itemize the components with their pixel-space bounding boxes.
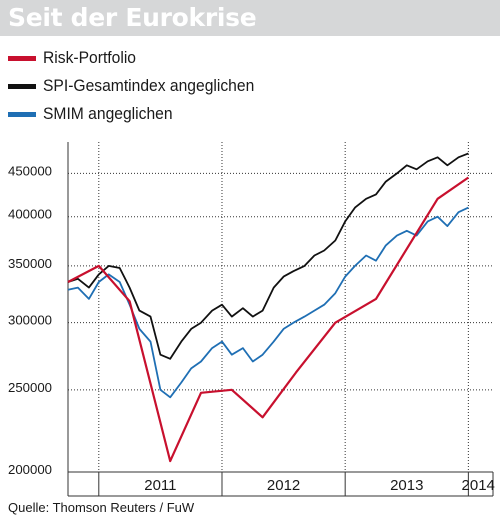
year-label: 2012	[267, 477, 300, 494]
y-tick-label: 350000	[8, 256, 52, 271]
source-note: Quelle: Thomson Reuters / FuW	[8, 500, 195, 515]
legend: Risk-Portfolio SPI-Gesamtindex angeglich…	[8, 46, 273, 130]
line-spi	[67, 152, 469, 360]
legend-label-risk: Risk-Portfolio	[43, 48, 137, 67]
legend-swatch-spi	[8, 83, 36, 89]
y-tick-label: 250000	[8, 380, 52, 395]
line-risk-portfolio	[67, 176, 470, 463]
y-tick-label: 200000	[8, 462, 52, 477]
year-label: 2013	[390, 477, 423, 494]
y-tick-label: 450000	[8, 163, 52, 178]
legend-label-spi: SPI-Gesamtindex angeglichen	[43, 76, 255, 95]
chart-svg: 200000 250000 300000 350000 400000 450000 2011…	[8, 142, 495, 497]
legend-swatch-risk	[8, 55, 36, 61]
title-bar	[0, 0, 500, 36]
legend-label-smim: SMIM angeglichen	[43, 104, 173, 123]
legend-item-spi: SPI-Gesamtindex angeglichen	[8, 74, 273, 98]
y-tick-label: 300000	[8, 313, 52, 328]
line-smim	[67, 206, 469, 399]
legend-item-smim: SMIM angeglichen	[8, 102, 273, 126]
legend-swatch-smim	[8, 111, 36, 117]
year-label: 2011	[144, 477, 176, 494]
legend-item-risk: Risk-Portfolio	[8, 46, 273, 70]
chart-title: Seit der Eurokrise	[8, 3, 257, 32]
year-label: 2014	[462, 477, 495, 494]
y-tick-label: 400000	[8, 207, 52, 222]
